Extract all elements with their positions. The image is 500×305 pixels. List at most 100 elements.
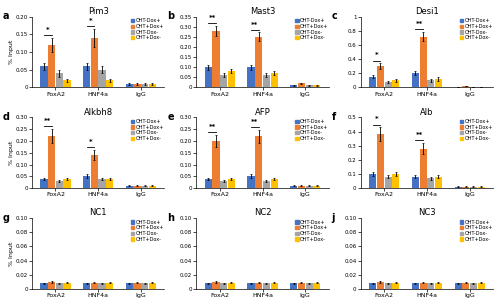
Bar [56, 73, 63, 88]
Bar [98, 179, 105, 188]
Bar [98, 283, 105, 289]
Bar [106, 80, 113, 88]
Bar [420, 37, 426, 88]
Text: e: e [168, 112, 174, 122]
Bar [64, 80, 70, 88]
Y-axis label: % Input: % Input [9, 40, 14, 64]
Title: Alkbh8: Alkbh8 [84, 108, 112, 117]
Legend: OHT-Dox+, OHT+Dox+, OHT-Dox-, OHT+Dox-: OHT-Dox+, OHT+Dox+, OHT-Dox-, OHT+Dox- [459, 118, 494, 142]
Bar [212, 282, 220, 289]
Bar [392, 80, 400, 88]
Bar [205, 283, 212, 289]
Title: Mast3: Mast3 [250, 7, 275, 16]
Bar [48, 45, 55, 88]
Bar [369, 283, 376, 289]
Legend: OHT-Dox+, OHT+Dox+, OHT-Dox-, OHT+Dox-: OHT-Dox+, OHT+Dox+, OHT-Dox-, OHT+Dox- [295, 18, 329, 41]
Bar [255, 37, 262, 88]
Bar [392, 282, 400, 289]
Bar [478, 87, 484, 88]
Bar [306, 186, 312, 188]
Text: **: ** [416, 132, 423, 138]
Bar [263, 283, 270, 289]
Bar [40, 283, 48, 289]
Bar [91, 282, 98, 289]
Text: **: ** [251, 22, 258, 27]
Legend: OHT-Dox+, OHT+Dox+, OHT-Dox-, OHT+Dox-: OHT-Dox+, OHT+Dox+, OHT-Dox-, OHT+Dox- [130, 219, 164, 242]
Bar [454, 187, 462, 188]
Bar [126, 283, 133, 289]
Bar [392, 174, 400, 188]
Bar [377, 282, 384, 289]
Bar [427, 283, 434, 289]
Bar [263, 75, 270, 88]
Title: AFP: AFP [254, 108, 270, 117]
Bar [64, 282, 70, 289]
Bar [40, 179, 48, 188]
Bar [270, 282, 278, 289]
Bar [134, 84, 140, 88]
Bar [56, 283, 63, 289]
Bar [126, 84, 133, 88]
Bar [83, 66, 90, 88]
Bar [149, 282, 156, 289]
Text: *: * [374, 117, 378, 122]
Legend: OHT-Dox+, OHT+Dox+, OHT-Dox-, OHT+Dox-: OHT-Dox+, OHT+Dox+, OHT-Dox-, OHT+Dox- [459, 219, 494, 242]
Y-axis label: % Input: % Input [9, 241, 14, 266]
Bar [48, 282, 55, 289]
Bar [205, 67, 212, 88]
Bar [228, 71, 235, 88]
Bar [270, 73, 278, 88]
Bar [462, 187, 469, 188]
Bar [228, 282, 235, 289]
Text: f: f [332, 112, 336, 122]
Bar [149, 84, 156, 88]
Bar [248, 67, 254, 88]
Title: NC2: NC2 [254, 208, 272, 217]
Bar [298, 83, 305, 88]
Bar [290, 283, 297, 289]
Title: Desi1: Desi1 [415, 7, 439, 16]
Text: **: ** [416, 21, 423, 27]
Bar [263, 181, 270, 188]
Bar [228, 179, 235, 188]
Bar [377, 135, 384, 188]
Text: **: ** [44, 118, 52, 124]
Bar [56, 181, 63, 188]
Text: h: h [168, 213, 174, 223]
Bar [435, 79, 442, 88]
Bar [470, 283, 477, 289]
Bar [427, 178, 434, 188]
Y-axis label: % Input: % Input [9, 141, 14, 165]
Bar [106, 282, 113, 289]
Bar [435, 177, 442, 188]
Bar [141, 84, 148, 88]
Bar [306, 283, 312, 289]
Bar [270, 179, 278, 188]
Bar [420, 149, 426, 188]
Text: *: * [46, 27, 50, 33]
Bar [420, 282, 426, 289]
Bar [462, 282, 469, 289]
Bar [384, 283, 392, 289]
Text: j: j [332, 213, 335, 223]
Bar [134, 186, 140, 188]
Bar [212, 31, 220, 88]
Legend: OHT-Dox+, OHT+Dox+, OHT-Dox-, OHT+Dox-: OHT-Dox+, OHT+Dox+, OHT-Dox-, OHT+Dox- [130, 18, 164, 41]
Bar [298, 282, 305, 289]
Bar [470, 87, 477, 88]
Bar [83, 176, 90, 188]
Text: g: g [3, 213, 10, 223]
Bar [40, 66, 48, 88]
Bar [126, 186, 133, 188]
Title: Pim3: Pim3 [88, 7, 108, 16]
Bar [220, 75, 227, 88]
Bar [313, 85, 320, 88]
Bar [141, 283, 148, 289]
Title: Alb: Alb [420, 108, 434, 117]
Text: *: * [88, 139, 92, 145]
Bar [412, 177, 419, 188]
Text: a: a [3, 11, 10, 21]
Bar [298, 186, 305, 188]
Bar [83, 283, 90, 289]
Bar [313, 282, 320, 289]
